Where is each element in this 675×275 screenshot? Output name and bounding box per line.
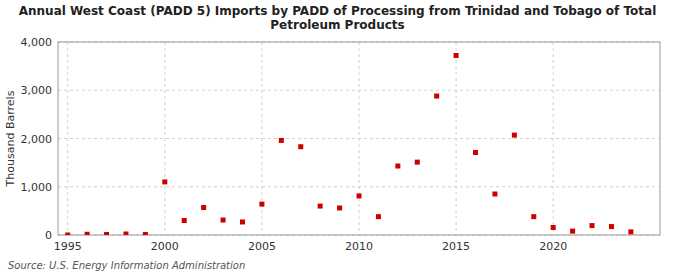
point xyxy=(395,164,400,169)
point xyxy=(298,144,303,149)
point xyxy=(434,94,439,99)
point xyxy=(628,229,633,234)
y-tick-label: 2,000 xyxy=(21,133,53,146)
point xyxy=(570,229,575,234)
grid-line xyxy=(164,42,165,235)
x-tick-label: 2015 xyxy=(442,240,470,253)
x-tick-label: 2005 xyxy=(248,240,276,253)
x-tick-label: 2010 xyxy=(345,240,373,253)
point xyxy=(609,224,614,229)
point xyxy=(104,232,109,235)
y-tick-label: 1,000 xyxy=(21,181,53,194)
point xyxy=(162,179,167,184)
point xyxy=(454,53,459,58)
chart: Annual West Coast (PADD 5) Imports by PA… xyxy=(0,0,675,275)
point xyxy=(201,205,206,210)
point xyxy=(85,232,90,235)
point xyxy=(376,214,381,219)
y-tick-label: 4,000 xyxy=(21,36,53,49)
point xyxy=(531,214,536,219)
points xyxy=(65,53,633,235)
point xyxy=(65,233,70,236)
point xyxy=(318,204,323,209)
point xyxy=(240,219,245,224)
title-line: Annual West Coast (PADD 5) Imports by PA… xyxy=(19,4,657,18)
grid-line xyxy=(67,42,68,235)
point xyxy=(357,193,362,198)
point xyxy=(590,223,595,228)
grid-line xyxy=(553,42,554,235)
x-tick-label: 1995 xyxy=(54,240,82,253)
grid-line xyxy=(359,42,360,235)
point xyxy=(337,205,342,210)
point xyxy=(512,133,517,138)
point xyxy=(415,160,420,165)
x-tick-label: 2020 xyxy=(539,240,567,253)
point xyxy=(492,191,497,196)
point xyxy=(221,218,226,223)
point xyxy=(182,218,187,223)
y-tick-label: 3,000 xyxy=(21,84,53,97)
point xyxy=(259,202,264,207)
title: Annual West Coast (PADD 5) Imports by PA… xyxy=(19,4,657,32)
grid-line xyxy=(456,42,457,235)
plot-area xyxy=(58,42,660,235)
y-tick-label: 0 xyxy=(45,229,52,242)
title-line: Petroleum Products xyxy=(270,18,404,32)
plot-frame xyxy=(58,42,660,235)
point xyxy=(279,138,284,143)
x-tick-label: 2000 xyxy=(151,240,179,253)
source-note: Source: U.S. Energy Information Administ… xyxy=(8,260,245,271)
point xyxy=(473,150,478,155)
point xyxy=(123,232,128,235)
point xyxy=(143,232,148,235)
point xyxy=(551,225,556,230)
y-axis-label: Thousand Barrels xyxy=(4,90,17,187)
